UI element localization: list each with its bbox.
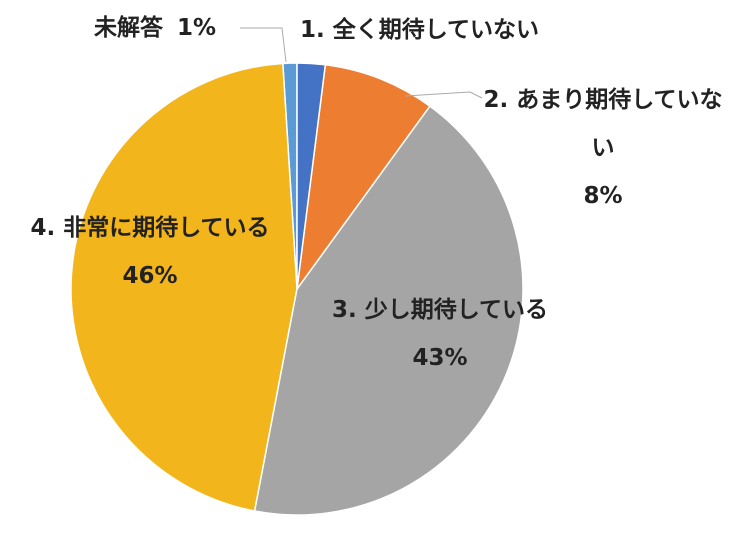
leader-line bbox=[240, 27, 287, 63]
pie-slice bbox=[296, 62, 327, 290]
slice-label: 3. 少し期待している 43% bbox=[300, 286, 580, 382]
slice-label: 未解答 1% bbox=[94, 4, 294, 52]
category-label: 2. あまり期待していない bbox=[483, 87, 723, 161]
percent-label: 46% bbox=[122, 263, 178, 289]
slice-label: 2. あまり期待していない 8% bbox=[478, 76, 728, 220]
pie-slice bbox=[296, 63, 431, 290]
slice-label: 4. 非常に期待している 46% bbox=[20, 204, 280, 300]
pie-slice bbox=[70, 62, 298, 512]
percent-label: 8% bbox=[583, 183, 623, 209]
percent-label: 1% bbox=[177, 15, 217, 41]
percent-label: 43% bbox=[412, 345, 468, 371]
category-label: 未解答 bbox=[94, 15, 163, 41]
category-label: 4. 非常に期待している bbox=[30, 215, 270, 241]
category-label: 1. 全く期待していない bbox=[300, 17, 540, 43]
slice-label: 1. 全く期待していない bbox=[300, 6, 630, 54]
category-label: 3. 少し期待している bbox=[331, 297, 549, 323]
leader-line bbox=[404, 91, 483, 99]
pie-slice bbox=[253, 105, 524, 516]
